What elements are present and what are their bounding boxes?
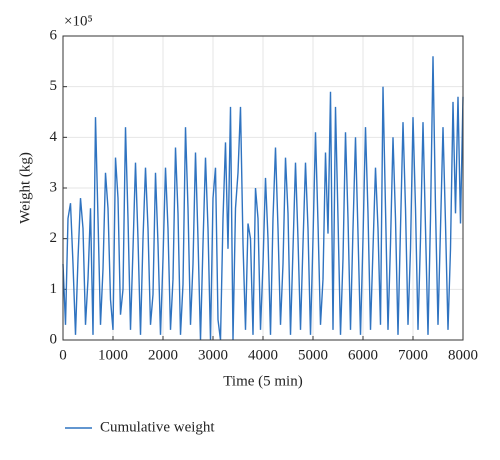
- y-tick-label: 5: [50, 78, 58, 94]
- y-tick-label: 3: [50, 179, 58, 195]
- x-axis-label: Time (5 min): [223, 373, 302, 389]
- x-tick-label: 4000: [248, 347, 278, 363]
- x-tick-label: 6000: [348, 347, 378, 363]
- y-tick-label: 4: [50, 129, 58, 145]
- y-tick-label: 6: [50, 27, 58, 43]
- y-scale-label: ×10⁵: [64, 13, 93, 29]
- x-tick-label: 0: [59, 347, 67, 363]
- x-tick-label: 8000: [448, 347, 478, 363]
- x-tick-label: 1000: [98, 347, 128, 363]
- x-tick-label: 7000: [398, 347, 428, 363]
- x-tick-label: 2000: [148, 347, 178, 363]
- legend-label: Cumulative weight: [100, 419, 215, 435]
- x-tick-label: 3000: [198, 347, 228, 363]
- y-tick-label: 2: [50, 230, 58, 246]
- data-line: [62, 56, 464, 341]
- y-tick-label: 1: [50, 281, 58, 297]
- x-tick-label: 5000: [298, 347, 328, 363]
- plot-frame: [62, 35, 464, 341]
- y-axis-label: Weight (kg): [17, 152, 33, 224]
- y-tick-label: 0: [50, 331, 58, 347]
